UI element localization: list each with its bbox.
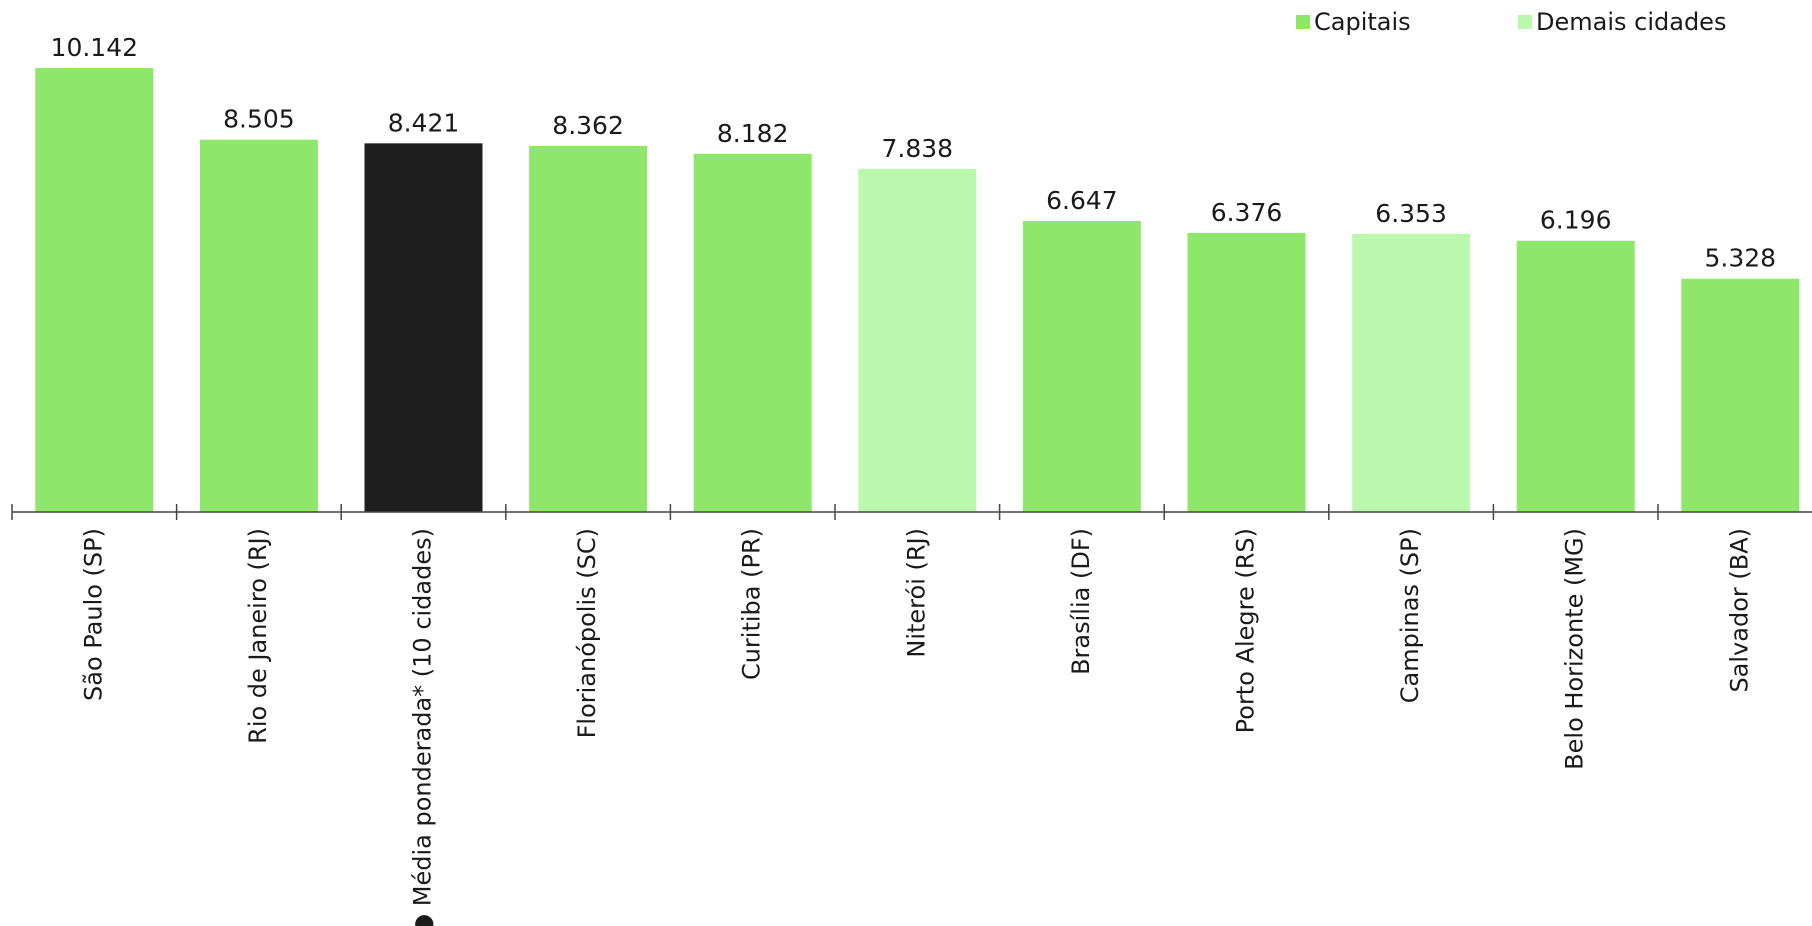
category-label-0: São Paulo (SP) bbox=[79, 528, 107, 701]
bar-3 bbox=[529, 145, 648, 512]
category-label-1: Rio de Janeiro (RJ) bbox=[244, 528, 272, 744]
category-label-4: Curitiba (PR) bbox=[738, 528, 766, 680]
value-label-1: 8.505 bbox=[223, 105, 295, 134]
category-label-7: Porto Alegre (RS) bbox=[1232, 528, 1260, 733]
value-label-3: 8.362 bbox=[552, 111, 624, 140]
category-label-8: Campinas (SP) bbox=[1396, 528, 1424, 703]
value-label-2: 8.421 bbox=[388, 108, 460, 137]
category-label-5: Niterói (RJ) bbox=[902, 528, 930, 658]
category-label-3: Florianópolis (SC) bbox=[573, 528, 601, 738]
category-label-2: ● Média ponderada* (10 cidades) bbox=[409, 528, 437, 926]
bar-5 bbox=[858, 168, 977, 513]
value-label-5: 7.838 bbox=[882, 134, 954, 163]
legend-demais-cidades: Demais cidades bbox=[1518, 8, 1726, 36]
category-label-6: Brasília (DF) bbox=[1067, 528, 1095, 675]
bar-7 bbox=[1187, 232, 1306, 512]
category-label-10: Salvador (BA) bbox=[1725, 528, 1753, 693]
legend-swatch-capitais bbox=[1296, 15, 1310, 29]
bar-9 bbox=[1516, 240, 1635, 512]
value-label-9: 6.196 bbox=[1540, 206, 1612, 235]
legend-swatch-demais-cidades bbox=[1518, 15, 1532, 29]
bar-8 bbox=[1352, 233, 1471, 512]
value-label-0: 10.142 bbox=[51, 33, 138, 62]
bar-1 bbox=[199, 139, 318, 512]
bar-0 bbox=[35, 68, 154, 512]
bar-6 bbox=[1022, 221, 1141, 513]
bar-4 bbox=[693, 153, 812, 513]
legend-capitais: Capitais bbox=[1296, 8, 1411, 36]
value-label-10: 5.328 bbox=[1705, 244, 1777, 273]
legend-label-demais-cidades: Demais cidades bbox=[1536, 8, 1727, 36]
category-label-9: Belo Horizonte (MG) bbox=[1561, 528, 1589, 770]
value-label-7: 6.376 bbox=[1211, 198, 1283, 227]
bar-2 bbox=[364, 143, 483, 512]
value-label-4: 8.182 bbox=[717, 119, 789, 148]
legend-label-capitais: Capitais bbox=[1314, 8, 1411, 36]
value-label-8: 6.353 bbox=[1375, 199, 1447, 228]
bar-10 bbox=[1681, 278, 1800, 512]
value-label-6: 6.647 bbox=[1046, 186, 1118, 215]
